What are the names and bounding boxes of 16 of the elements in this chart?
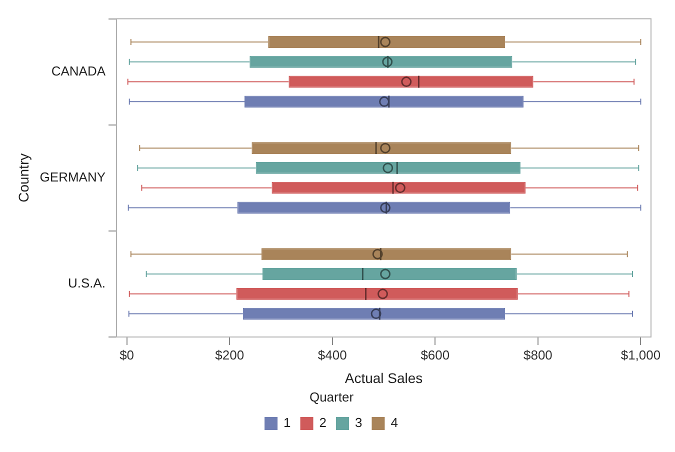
x-axis-title: Actual Sales [344, 370, 423, 386]
legend-label: 1 [284, 415, 291, 430]
x-tick-label: $600 [420, 347, 450, 362]
legend-label: 2 [319, 415, 327, 430]
y-axis-title: Country [15, 153, 32, 202]
legend-label: 3 [355, 415, 362, 430]
x-tick-label: $0 [120, 347, 134, 362]
x-tick-label: $800 [523, 347, 552, 362]
x-tick-label: $200 [215, 347, 244, 362]
x-tick-label: $1,000 [620, 347, 661, 362]
x-tick-label: $400 [318, 347, 347, 362]
y-tick-label: U.S.A. [68, 276, 106, 291]
y-tick-label: GERMANY [40, 169, 106, 184]
y-tick-label: CANADA [51, 63, 106, 78]
legend-title: Quarter [309, 389, 354, 404]
legend-label: 4 [390, 415, 398, 430]
